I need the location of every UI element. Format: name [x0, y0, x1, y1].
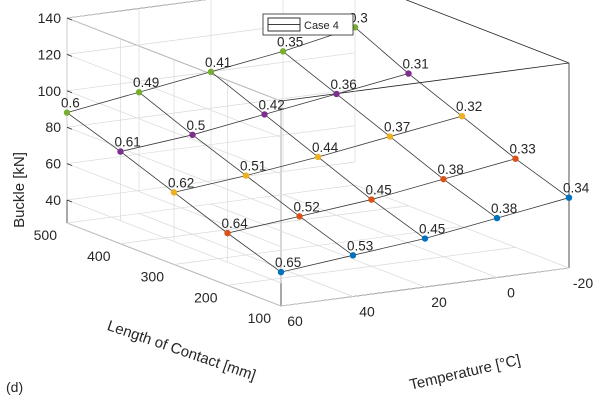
- data-label: 0.42: [259, 97, 285, 112]
- x-tick-label: 40: [359, 304, 375, 320]
- x-tick-label: 0: [507, 285, 515, 301]
- data-label: 0.36: [331, 77, 357, 92]
- data-label: 0.31: [403, 57, 429, 72]
- box-edge: [405, 0, 570, 64]
- data-point: [440, 175, 447, 183]
- x-tick-label: -20: [573, 275, 593, 291]
- z-tick-mark: [66, 163, 73, 166]
- z-tick-label: 140: [38, 10, 62, 26]
- data-point: [117, 148, 124, 155]
- grid-line-y: [66, 184, 356, 224]
- data-point: [135, 89, 143, 96]
- data-point: [224, 229, 231, 237]
- z-tick-label: 60: [45, 156, 61, 172]
- data-point: [512, 155, 519, 162]
- data-point: [458, 112, 466, 120]
- data-label: 0.45: [366, 183, 392, 198]
- grid-line-y: [280, 267, 570, 307]
- data-point: [368, 196, 375, 203]
- legend: Case 4: [262, 13, 354, 36]
- grid-line-y: [173, 226, 463, 265]
- data-point: [242, 172, 250, 179]
- data-label: 0.37: [384, 120, 410, 135]
- z-tick-label: 120: [38, 46, 62, 62]
- data-point: [170, 189, 178, 196]
- data-label: 0.52: [294, 199, 320, 214]
- x-tick-label: 60: [287, 313, 303, 329]
- tick-labels: 40 60 80 100 120 140 100 200 300 400 500 -20 0 20 40 60: [34, 10, 594, 329]
- data-label: 0.38: [438, 162, 464, 177]
- y-axis-label: Length of Contact [mm]: [105, 317, 258, 384]
- x-tick-label: 20: [431, 294, 447, 310]
- y-tick-label: 200: [194, 289, 218, 305]
- data-label: 0.44: [312, 140, 339, 155]
- data-point: [333, 90, 340, 98]
- data-point: [565, 194, 573, 201]
- z-tick-mark: [66, 199, 73, 203]
- data-label: 0.51: [240, 159, 266, 174]
- data-label: 0.49: [133, 75, 159, 90]
- data-label: 0.64: [222, 216, 249, 231]
- data-point: [279, 48, 287, 55]
- data-point: [261, 111, 268, 118]
- data-point: [63, 109, 71, 116]
- data-point: [421, 235, 429, 242]
- data-point: [207, 68, 215, 76]
- data-label: 0.32: [456, 99, 482, 114]
- data-label: 0.62: [168, 175, 194, 190]
- z-axis-label: Buckle [kN]: [11, 152, 28, 228]
- data-point: [189, 131, 196, 139]
- data-point: [386, 133, 394, 140]
- legend-entry: Case 4: [304, 20, 339, 32]
- data-labels: 0.34 0.33 0.32 0.31 0.3 0.38 0.38 0.37 0.36 0.35 0…: [61, 10, 590, 270]
- data-label: 0.6: [61, 96, 80, 111]
- data-point: [493, 214, 501, 222]
- data-label: 0.41: [205, 55, 231, 70]
- z-tick-label: 40: [45, 192, 61, 208]
- z-tick-label: 80: [45, 119, 61, 135]
- y-tick-label: 400: [87, 248, 111, 264]
- z-tick-mark: [66, 90, 73, 94]
- data-label: 0.65: [275, 255, 301, 270]
- data-label: 0.53: [347, 238, 373, 253]
- data-point: [405, 70, 412, 77]
- y-tick-label: 300: [141, 269, 165, 285]
- legend-swatch: [267, 17, 301, 32]
- data-label: 0.3: [349, 10, 368, 25]
- z-tick-mark: [66, 126, 73, 130]
- box-edge: [280, 62, 570, 102]
- data-label: 0.5: [187, 118, 206, 133]
- data-point: [277, 268, 285, 276]
- data-points: [63, 24, 573, 276]
- data-point: [296, 213, 303, 220]
- x-axis-label: Temperature [°C]: [408, 352, 522, 394]
- data-label: 0.45: [419, 222, 445, 237]
- data-label: 0.38: [491, 201, 517, 216]
- data-point: [314, 153, 322, 161]
- data-label: 0.61: [115, 135, 141, 150]
- z-tick-mark: [66, 54, 73, 57]
- data-label: 0.33: [510, 142, 536, 157]
- z-tick-label: 100: [38, 83, 62, 99]
- panel-label: (d): [6, 379, 23, 395]
- data-label: 0.34: [563, 181, 590, 196]
- y-tick-label: 500: [34, 227, 58, 243]
- y-tick-label: 100: [248, 310, 272, 326]
- z-tick-mark: [66, 17, 73, 21]
- data-point: [349, 252, 357, 259]
- data-label: 0.35: [277, 34, 303, 49]
- grid-line-y: [227, 246, 516, 286]
